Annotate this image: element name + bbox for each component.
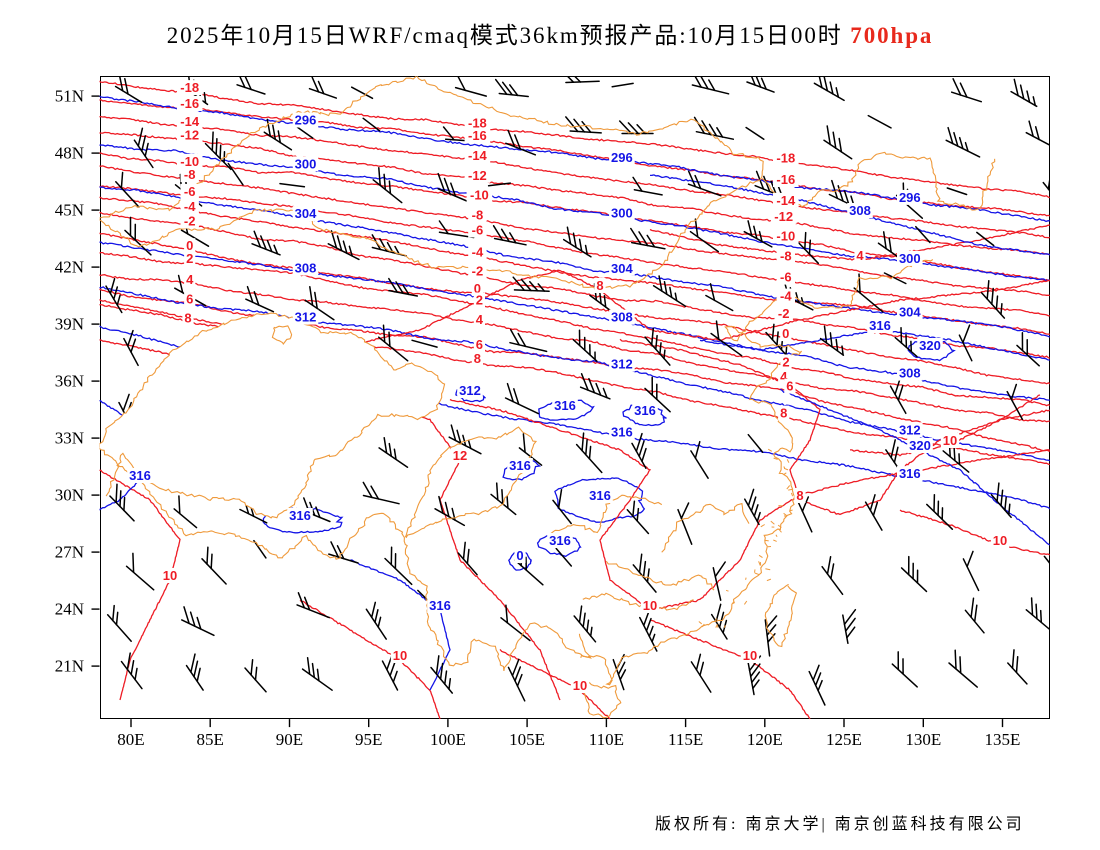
svg-text:33N: 33N	[55, 429, 84, 448]
svg-text:135E: 135E	[985, 730, 1021, 749]
svg-text:105E: 105E	[509, 730, 545, 749]
svg-text:51N: 51N	[55, 87, 84, 106]
svg-text:95E: 95E	[355, 730, 382, 749]
svg-text:85E: 85E	[197, 730, 224, 749]
svg-text:100E: 100E	[430, 730, 466, 749]
svg-text:30N: 30N	[55, 486, 84, 505]
svg-text:36N: 36N	[55, 372, 84, 391]
svg-text:42N: 42N	[55, 258, 84, 277]
svg-text:39N: 39N	[55, 315, 84, 334]
svg-text:80E: 80E	[117, 730, 144, 749]
svg-text:90E: 90E	[276, 730, 303, 749]
svg-text:45N: 45N	[55, 201, 84, 220]
svg-text:21N: 21N	[55, 657, 84, 676]
svg-text:24N: 24N	[55, 600, 84, 619]
svg-text:115E: 115E	[668, 730, 703, 749]
svg-text:110E: 110E	[589, 730, 624, 749]
svg-text:125E: 125E	[826, 730, 862, 749]
svg-text:48N: 48N	[55, 144, 84, 163]
svg-text:130E: 130E	[905, 730, 941, 749]
svg-text:120E: 120E	[747, 730, 783, 749]
svg-text:27N: 27N	[55, 543, 84, 562]
